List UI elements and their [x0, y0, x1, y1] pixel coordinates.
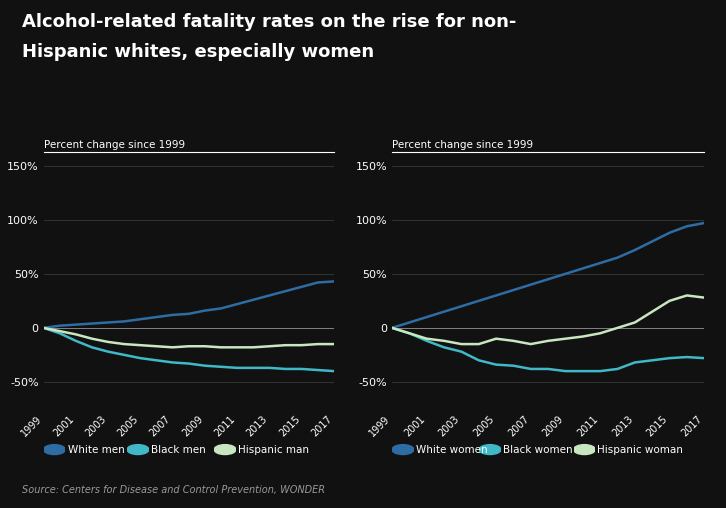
Text: White women: White women [416, 444, 488, 455]
Text: Black men: Black men [151, 444, 205, 455]
Text: Source: Centers for Disease and Control Prevention, WONDER: Source: Centers for Disease and Control … [22, 485, 325, 495]
Ellipse shape [574, 444, 595, 455]
Ellipse shape [479, 444, 501, 455]
Text: Percent change since 1999: Percent change since 1999 [44, 140, 184, 150]
Ellipse shape [214, 444, 236, 455]
Text: Hispanic whites, especially women: Hispanic whites, especially women [22, 43, 374, 61]
Text: Percent change since 1999: Percent change since 1999 [392, 140, 533, 150]
Ellipse shape [127, 444, 149, 455]
Text: Black women: Black women [503, 444, 573, 455]
Ellipse shape [392, 444, 414, 455]
Text: White men: White men [68, 444, 124, 455]
Ellipse shape [44, 444, 65, 455]
Text: Hispanic man: Hispanic man [238, 444, 309, 455]
Text: Alcohol-related fatality rates on the rise for non-: Alcohol-related fatality rates on the ri… [22, 13, 516, 30]
Text: Hispanic woman: Hispanic woman [597, 444, 683, 455]
